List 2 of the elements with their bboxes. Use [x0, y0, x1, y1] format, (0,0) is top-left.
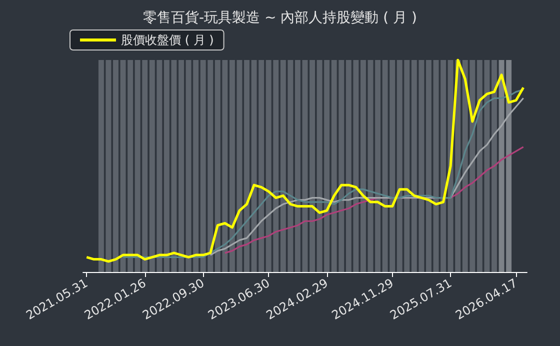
legend-label: 股價收盤價 ( 月 )	[121, 33, 214, 47]
chart-title: 零售百貨-玩具製造 ~ 內部人持股變動 ( 月 )	[143, 10, 417, 26]
